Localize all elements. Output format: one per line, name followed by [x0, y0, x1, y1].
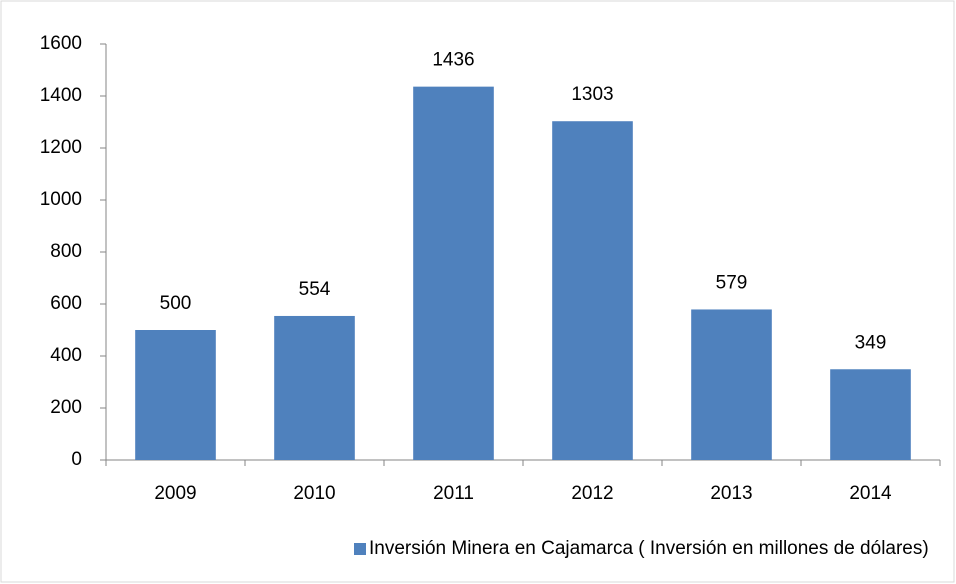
data-label: 1436 [432, 50, 474, 71]
y-tick-label: 200 [50, 397, 82, 418]
y-tick-label: 0 [71, 449, 82, 470]
data-label: 579 [716, 272, 748, 293]
data-label: 500 [160, 293, 192, 314]
x-tick-label: 2009 [154, 483, 196, 504]
y-tick-label: 1400 [40, 85, 82, 106]
y-tick-label: 400 [50, 345, 82, 366]
bar [830, 369, 911, 460]
data-label: 1303 [571, 84, 613, 105]
y-tick-label: 1600 [40, 33, 82, 54]
x-tick-label: 2011 [433, 483, 474, 504]
legend-swatch [354, 543, 366, 555]
y-tick-label: 1200 [40, 137, 82, 158]
bar [135, 330, 216, 460]
x-tick-label: 2012 [571, 483, 613, 504]
x-tick-label: 2010 [293, 483, 335, 504]
y-tick-label: 600 [50, 293, 82, 314]
data-label: 554 [299, 279, 331, 300]
y-tick-label: 800 [50, 241, 82, 262]
x-tick-label: 2013 [710, 483, 752, 504]
y-tick-label: 1000 [40, 189, 82, 210]
data-label: 349 [855, 332, 887, 353]
legend-label: Inversión Minera en Cajamarca ( Inversió… [369, 538, 929, 559]
bar [274, 315, 355, 460]
x-tick-label: 2014 [849, 483, 892, 504]
bar [691, 309, 772, 460]
bar [413, 86, 494, 460]
bar [552, 121, 633, 460]
